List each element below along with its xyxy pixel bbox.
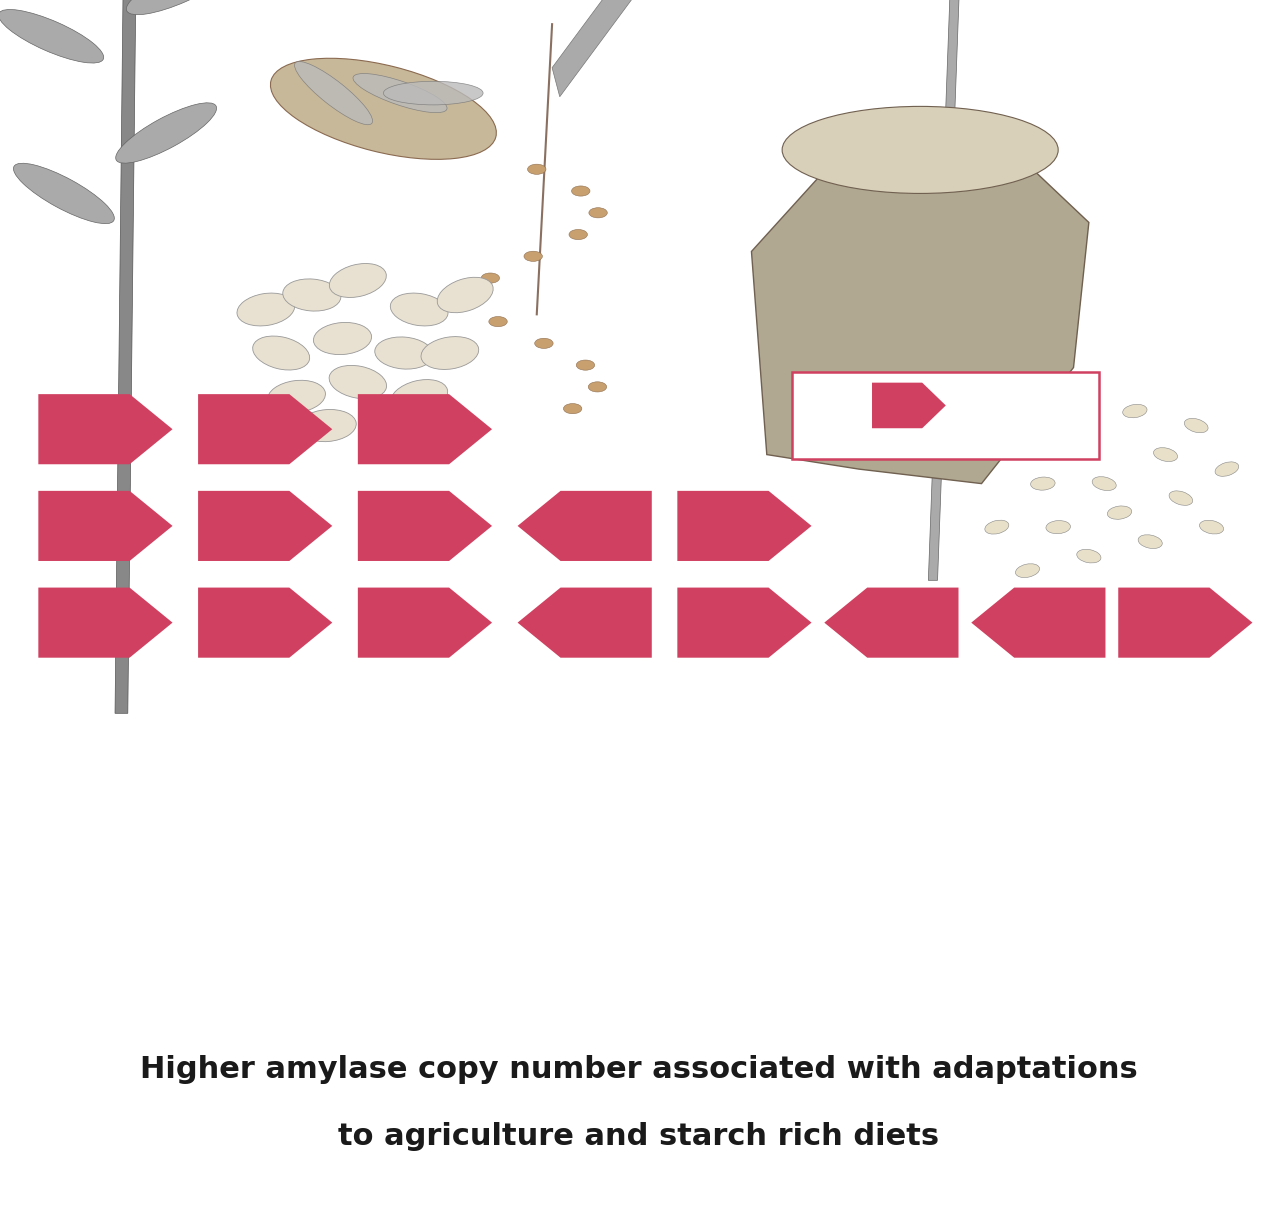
Text: Higher amylase copy number associated with adaptations: Higher amylase copy number associated wi… xyxy=(141,1055,1137,1084)
Polygon shape xyxy=(1118,588,1252,658)
Ellipse shape xyxy=(1107,505,1132,520)
Ellipse shape xyxy=(1045,521,1071,533)
Ellipse shape xyxy=(999,420,1025,432)
Ellipse shape xyxy=(116,103,216,163)
Ellipse shape xyxy=(313,323,372,354)
Ellipse shape xyxy=(782,106,1058,193)
Ellipse shape xyxy=(1016,563,1039,578)
Ellipse shape xyxy=(1154,447,1177,462)
Ellipse shape xyxy=(588,382,607,392)
Polygon shape xyxy=(677,491,812,561)
Polygon shape xyxy=(677,588,812,658)
Polygon shape xyxy=(38,588,173,658)
Ellipse shape xyxy=(420,336,479,370)
Ellipse shape xyxy=(564,404,581,413)
Ellipse shape xyxy=(14,163,114,224)
Polygon shape xyxy=(358,394,492,464)
Polygon shape xyxy=(552,0,667,97)
Polygon shape xyxy=(115,0,138,713)
Polygon shape xyxy=(38,394,173,464)
Ellipse shape xyxy=(127,0,231,15)
Ellipse shape xyxy=(298,410,357,441)
Ellipse shape xyxy=(271,58,496,160)
Ellipse shape xyxy=(569,230,588,239)
Text: amylase gene: amylase gene xyxy=(892,429,999,444)
Ellipse shape xyxy=(985,520,1008,534)
Ellipse shape xyxy=(0,10,104,63)
Ellipse shape xyxy=(294,62,373,125)
Ellipse shape xyxy=(390,293,449,326)
Ellipse shape xyxy=(528,164,546,174)
Ellipse shape xyxy=(353,74,447,112)
FancyBboxPatch shape xyxy=(792,372,1099,459)
Ellipse shape xyxy=(330,365,386,399)
Ellipse shape xyxy=(1139,534,1162,549)
Ellipse shape xyxy=(576,360,594,370)
Ellipse shape xyxy=(437,277,493,313)
Ellipse shape xyxy=(374,337,433,369)
Polygon shape xyxy=(751,135,1089,484)
Ellipse shape xyxy=(330,264,386,297)
Ellipse shape xyxy=(481,273,500,283)
Ellipse shape xyxy=(236,293,295,326)
Ellipse shape xyxy=(589,208,607,218)
Ellipse shape xyxy=(534,339,553,348)
Polygon shape xyxy=(971,588,1105,658)
Ellipse shape xyxy=(1169,491,1192,505)
Ellipse shape xyxy=(1185,418,1208,433)
Polygon shape xyxy=(824,588,958,658)
Ellipse shape xyxy=(1062,433,1085,447)
Ellipse shape xyxy=(571,186,590,196)
Polygon shape xyxy=(518,588,652,658)
Ellipse shape xyxy=(391,380,447,413)
Ellipse shape xyxy=(1093,476,1116,491)
Ellipse shape xyxy=(267,381,326,412)
Polygon shape xyxy=(872,383,946,428)
Ellipse shape xyxy=(1030,478,1056,490)
Ellipse shape xyxy=(488,317,507,326)
Polygon shape xyxy=(358,588,492,658)
Ellipse shape xyxy=(282,279,341,311)
Polygon shape xyxy=(358,491,492,561)
Ellipse shape xyxy=(466,295,484,305)
Polygon shape xyxy=(198,588,332,658)
Ellipse shape xyxy=(359,410,418,441)
Ellipse shape xyxy=(1200,520,1223,534)
Ellipse shape xyxy=(1215,462,1238,476)
Polygon shape xyxy=(38,491,173,561)
Polygon shape xyxy=(518,491,652,561)
Ellipse shape xyxy=(383,81,483,105)
Ellipse shape xyxy=(1122,404,1148,418)
Polygon shape xyxy=(198,394,332,464)
Ellipse shape xyxy=(253,336,309,370)
Ellipse shape xyxy=(524,251,542,261)
Polygon shape xyxy=(198,491,332,561)
Text: to agriculture and starch rich diets: to agriculture and starch rich diets xyxy=(339,1122,939,1151)
Ellipse shape xyxy=(1077,549,1100,563)
Polygon shape xyxy=(928,0,961,580)
